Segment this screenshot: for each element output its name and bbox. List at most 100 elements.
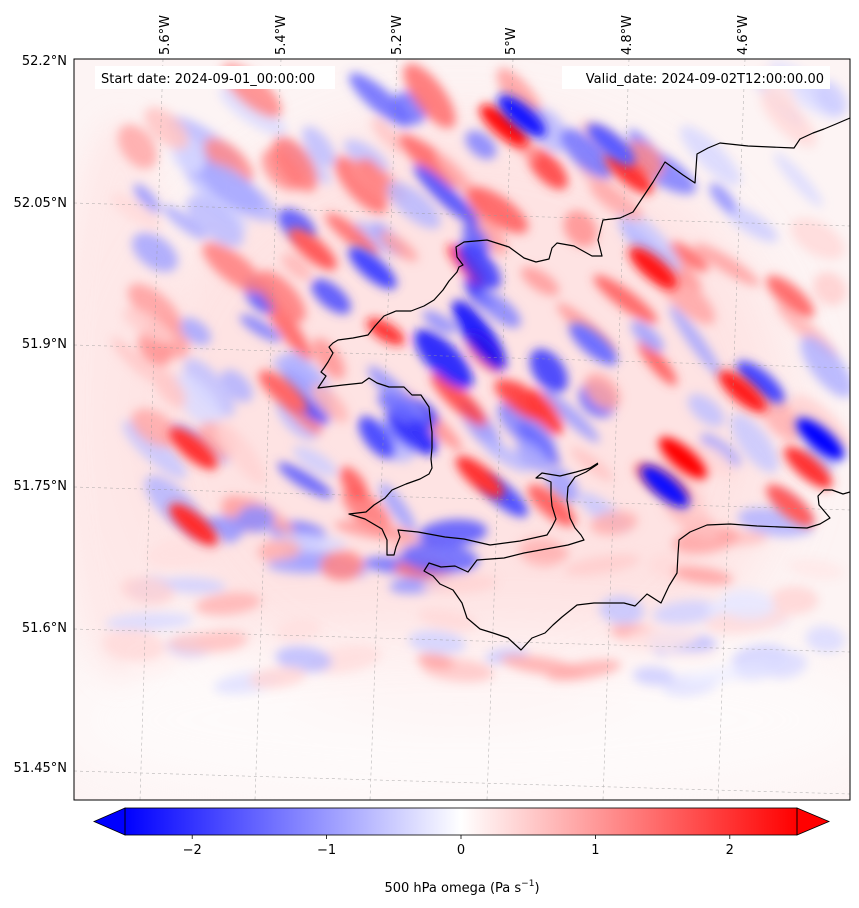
- omega-band: [144, 107, 189, 150]
- omega-band: [466, 186, 529, 234]
- omega-band: [800, 335, 850, 398]
- omega-band: [310, 384, 349, 423]
- omega-band: [312, 337, 346, 380]
- omega-band: [563, 554, 641, 576]
- omega-band: [249, 666, 307, 689]
- omega-core-positive: [766, 484, 815, 527]
- lat-tick-label: 51.75°N: [14, 479, 67, 494]
- omega-band: [669, 305, 723, 378]
- omega-band: [687, 393, 725, 427]
- omega-band: [735, 662, 775, 681]
- lon-tick-label: 5.2°W: [390, 15, 405, 55]
- omega-core-negative: [348, 246, 397, 290]
- omega-band: [500, 654, 584, 677]
- omega-band: [237, 505, 275, 533]
- omega-band: [179, 317, 211, 346]
- omega-band: [478, 291, 521, 328]
- colorbar: −2 −1 0 1 2 500 hPa omega (Pa s−1): [92, 807, 831, 896]
- colorbar-label-exponent: −1: [521, 879, 534, 889]
- omega-band: [334, 520, 418, 541]
- omega-band: [118, 124, 158, 169]
- omega-band: [560, 128, 614, 179]
- omega-band: [257, 538, 301, 563]
- omega-band: [257, 270, 306, 323]
- omega-core-positive: [784, 446, 833, 489]
- omega-band: [774, 152, 823, 207]
- omega-band: [584, 373, 621, 410]
- omega-band: [159, 577, 226, 594]
- omega-band: [123, 307, 174, 344]
- omega-band: [103, 629, 166, 662]
- omega-band: [530, 107, 569, 153]
- omega-band: [812, 272, 847, 306]
- lat-tick-label: 51.9°N: [22, 337, 67, 352]
- lon-tick-label: 4.8°W: [620, 15, 635, 55]
- map-panel: Start date: 2024-09-01_00:00:00 Valid_da…: [73, 58, 851, 801]
- omega-band: [302, 126, 336, 167]
- valid-date-box: [562, 66, 830, 89]
- omega-band: [462, 223, 491, 256]
- omega-band: [416, 653, 455, 669]
- colorbar-extend-high: [796, 807, 831, 836]
- omega-band: [385, 407, 438, 455]
- lat-tick-label: 52.05°N: [14, 196, 67, 211]
- omega-band: [723, 204, 778, 242]
- omega-field-cores: [169, 94, 845, 546]
- omega-band: [638, 340, 677, 386]
- omega-core-negative: [796, 417, 845, 461]
- omega-core-negative: [587, 123, 636, 166]
- omega-band: [593, 275, 658, 324]
- omega-band: [172, 373, 224, 430]
- colorbar-tick-label: −2: [183, 843, 202, 858]
- omega-band: [201, 162, 264, 212]
- omega-band: [672, 566, 733, 585]
- omega-band: [529, 348, 568, 393]
- omega-band: [652, 600, 720, 625]
- lat-tick-label: 51.6°N: [22, 621, 67, 636]
- omega-band: [219, 87, 287, 136]
- coastline: [317, 117, 850, 651]
- omega-band: [430, 372, 487, 427]
- omega-core-positive: [718, 370, 767, 413]
- omega-band: [413, 164, 479, 226]
- start-date-label: Start date: 2024-09-01_00:00:00: [101, 72, 315, 87]
- omega-band: [570, 447, 614, 482]
- omega-band: [700, 433, 741, 467]
- omega-band: [195, 629, 250, 650]
- omega-band: [131, 408, 179, 447]
- coastline-south: [423, 463, 850, 651]
- omega-band: [202, 242, 264, 293]
- omega-band: [311, 278, 351, 314]
- colorbar-label-main: 500 hPa omega (Pa s: [384, 881, 521, 896]
- omega-band: [770, 586, 819, 615]
- omega-band: [465, 130, 497, 160]
- latitude-tick-labels: 52.2°N 52.05°N 51.9°N 51.75°N 51.6°N 51.…: [14, 54, 67, 776]
- omega-band: [452, 300, 507, 371]
- omega-band: [334, 156, 388, 214]
- omega-band: [542, 389, 600, 443]
- omega-core-negative: [497, 94, 546, 138]
- omega-band: [122, 420, 187, 479]
- omega-band: [275, 646, 332, 673]
- omega-band: [563, 210, 598, 248]
- omega-band: [152, 368, 186, 408]
- colorbar-tick-label: −1: [317, 843, 336, 858]
- longitude-tick-labels: 5.6°W 5.4°W 5.2°W 5°W 4.8°W 4.6°W: [158, 15, 751, 55]
- omega-band: [400, 542, 479, 574]
- omega-band: [790, 217, 845, 260]
- omega-core-negative: [569, 322, 618, 366]
- omega-band: [589, 181, 643, 221]
- omega-band: [663, 495, 719, 540]
- omega-band: [408, 630, 466, 655]
- omega-band: [422, 310, 457, 334]
- lat-tick-label: 51.45°N: [14, 761, 67, 776]
- omega-band: [281, 253, 312, 281]
- omega-band: [709, 182, 737, 214]
- colorbar-label: 500 hPa omega (Pa s−1): [384, 879, 539, 896]
- omega-core-positive: [628, 246, 678, 290]
- omega-band: [215, 420, 266, 485]
- omega-core-positive: [658, 436, 707, 480]
- omega-band: [387, 181, 441, 229]
- omega-band: [403, 63, 456, 129]
